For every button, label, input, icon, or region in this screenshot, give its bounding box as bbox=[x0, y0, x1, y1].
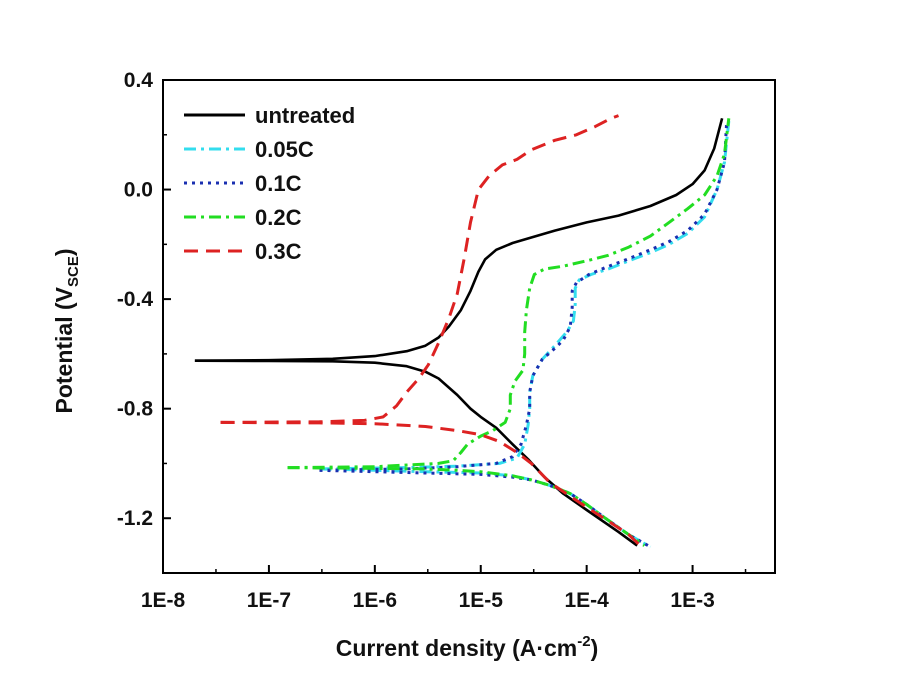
y-tick-label: 0.0 bbox=[124, 179, 153, 202]
series-line-0.1C-cathodic bbox=[319, 468, 649, 547]
legend-label: 0.3C bbox=[255, 239, 302, 264]
x-axis-title-main: Current density (A·cm bbox=[336, 635, 578, 661]
legend-label: 0.2C bbox=[255, 205, 302, 230]
x-axis-title: Current density (A·cm-2) bbox=[336, 633, 599, 661]
x-tick-label: 1E-4 bbox=[564, 589, 609, 612]
y-tick-label: -0.8 bbox=[117, 398, 154, 421]
legend-label: 0.05C bbox=[255, 137, 314, 162]
legend-label: untreated bbox=[255, 103, 355, 128]
plot-frame bbox=[162, 79, 776, 574]
x-axis-title-sup: -2 bbox=[577, 633, 590, 650]
series-line-0.3C-anodic bbox=[220, 114, 620, 424]
x-tick-label: 1E-8 bbox=[141, 589, 186, 612]
y-axis-title-sub: SCE bbox=[65, 256, 82, 287]
y-tick-label: -0.4 bbox=[117, 288, 154, 311]
x-tick-label: 1E-5 bbox=[459, 589, 504, 612]
x-tick-label: 1E-7 bbox=[247, 589, 291, 612]
series-line-untreated-cathodic bbox=[194, 359, 638, 547]
legend-label: 0.1C bbox=[255, 171, 302, 196]
y-axis-title-main: Potential (V bbox=[51, 286, 77, 413]
series-line-0.3C-cathodic bbox=[220, 420, 642, 547]
series-line-0.05C-anodic bbox=[319, 120, 731, 471]
y-tick-label: 0.4 bbox=[124, 69, 154, 92]
y-axis-title: Potential (VSCE) bbox=[51, 248, 82, 413]
x-tick-label: 1E-6 bbox=[353, 589, 397, 612]
series-line-untreated-anodic bbox=[194, 117, 724, 362]
series-line-0.2C-anodic bbox=[287, 118, 731, 470]
series-line-0.2C-cathodic bbox=[287, 466, 646, 547]
series-line-0.05C-cathodic bbox=[319, 467, 652, 549]
x-tick-label: 1E-3 bbox=[670, 589, 714, 612]
y-axis-title-end: ) bbox=[51, 248, 77, 256]
legend: untreated 0.05C 0.1C 0.2C 0.3C bbox=[184, 103, 355, 264]
x-axis-title-end: ) bbox=[591, 635, 599, 661]
y-tick-label: -1.2 bbox=[117, 507, 153, 530]
